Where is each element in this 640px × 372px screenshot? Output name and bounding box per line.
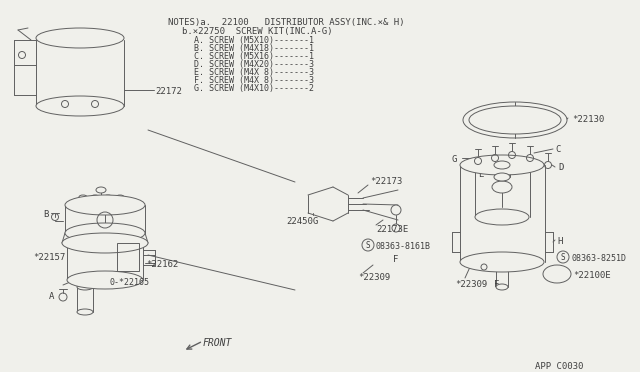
Text: FRONT: FRONT — [203, 338, 232, 348]
Ellipse shape — [460, 252, 544, 272]
Ellipse shape — [65, 223, 145, 243]
Ellipse shape — [79, 195, 87, 199]
Text: A: A — [49, 292, 54, 301]
Ellipse shape — [96, 187, 106, 193]
Text: F: F — [494, 280, 499, 289]
Text: *22157: *22157 — [33, 253, 65, 262]
Text: 08363-8161B: 08363-8161B — [376, 242, 431, 251]
Text: G: G — [452, 155, 458, 164]
Ellipse shape — [104, 195, 112, 199]
Ellipse shape — [116, 195, 124, 199]
Text: 0-*22165: 0-*22165 — [110, 278, 150, 287]
Ellipse shape — [492, 181, 512, 193]
Ellipse shape — [494, 161, 510, 169]
Ellipse shape — [62, 233, 148, 253]
Text: *22100E: *22100E — [573, 271, 611, 280]
Text: F: F — [393, 255, 398, 264]
Text: B. SCREW (M4X18)-------1: B. SCREW (M4X18)-------1 — [194, 44, 314, 53]
Text: 22172: 22172 — [155, 87, 182, 96]
Text: S: S — [365, 241, 371, 250]
Ellipse shape — [36, 96, 124, 116]
Circle shape — [557, 251, 569, 263]
Ellipse shape — [65, 195, 145, 215]
Circle shape — [362, 239, 374, 251]
Ellipse shape — [469, 106, 561, 134]
Text: *22309: *22309 — [455, 280, 487, 289]
Ellipse shape — [543, 265, 571, 283]
Ellipse shape — [77, 309, 93, 315]
Text: F. SCREW (M4X 8)-------3: F. SCREW (M4X 8)-------3 — [194, 76, 314, 85]
Text: D: D — [558, 163, 563, 172]
Text: C: C — [555, 145, 561, 154]
Text: A. SCREW (M5X10)-------1: A. SCREW (M5X10)-------1 — [194, 36, 314, 45]
Circle shape — [391, 205, 401, 215]
Ellipse shape — [77, 284, 93, 290]
Text: B: B — [43, 210, 49, 219]
Ellipse shape — [91, 203, 99, 207]
Text: b.×22750  SCREW KIT(INC.A-G): b.×22750 SCREW KIT(INC.A-G) — [182, 27, 333, 36]
Text: 22450G: 22450G — [286, 217, 318, 226]
Text: APP C0030: APP C0030 — [535, 362, 584, 371]
Text: 22173E: 22173E — [376, 225, 408, 234]
Text: E: E — [478, 170, 483, 179]
Text: H: H — [557, 237, 563, 246]
Ellipse shape — [79, 203, 87, 207]
Bar — [117, 243, 139, 271]
Text: NOTES)a.  22100   DISTRIBUTOR ASSY(INC.×& H): NOTES)a. 22100 DISTRIBUTOR ASSY(INC.×& H… — [168, 18, 404, 27]
Ellipse shape — [67, 271, 143, 289]
Ellipse shape — [91, 195, 99, 199]
Circle shape — [392, 224, 400, 232]
Text: C. SCREW (M5X16)-------1: C. SCREW (M5X16)-------1 — [194, 52, 314, 61]
Text: *22173: *22173 — [370, 177, 403, 186]
Ellipse shape — [496, 284, 508, 290]
Text: E. SCREW (M4X 8)-------3: E. SCREW (M4X 8)-------3 — [194, 68, 314, 77]
Text: 08363-8251D: 08363-8251D — [572, 254, 627, 263]
Ellipse shape — [494, 173, 510, 181]
Ellipse shape — [116, 203, 124, 207]
Text: S: S — [561, 253, 565, 262]
Ellipse shape — [460, 155, 544, 175]
Text: *22130: *22130 — [572, 115, 604, 124]
Ellipse shape — [475, 209, 529, 225]
Ellipse shape — [36, 28, 124, 48]
Ellipse shape — [104, 203, 112, 207]
Text: *22309: *22309 — [358, 273, 390, 282]
Ellipse shape — [463, 102, 567, 138]
Text: D. SCREW (M4X20)-------3: D. SCREW (M4X20)-------3 — [194, 60, 314, 69]
Text: G. SCREW (M4X10)-------2: G. SCREW (M4X10)-------2 — [194, 84, 314, 93]
Text: *22162: *22162 — [146, 260, 179, 269]
